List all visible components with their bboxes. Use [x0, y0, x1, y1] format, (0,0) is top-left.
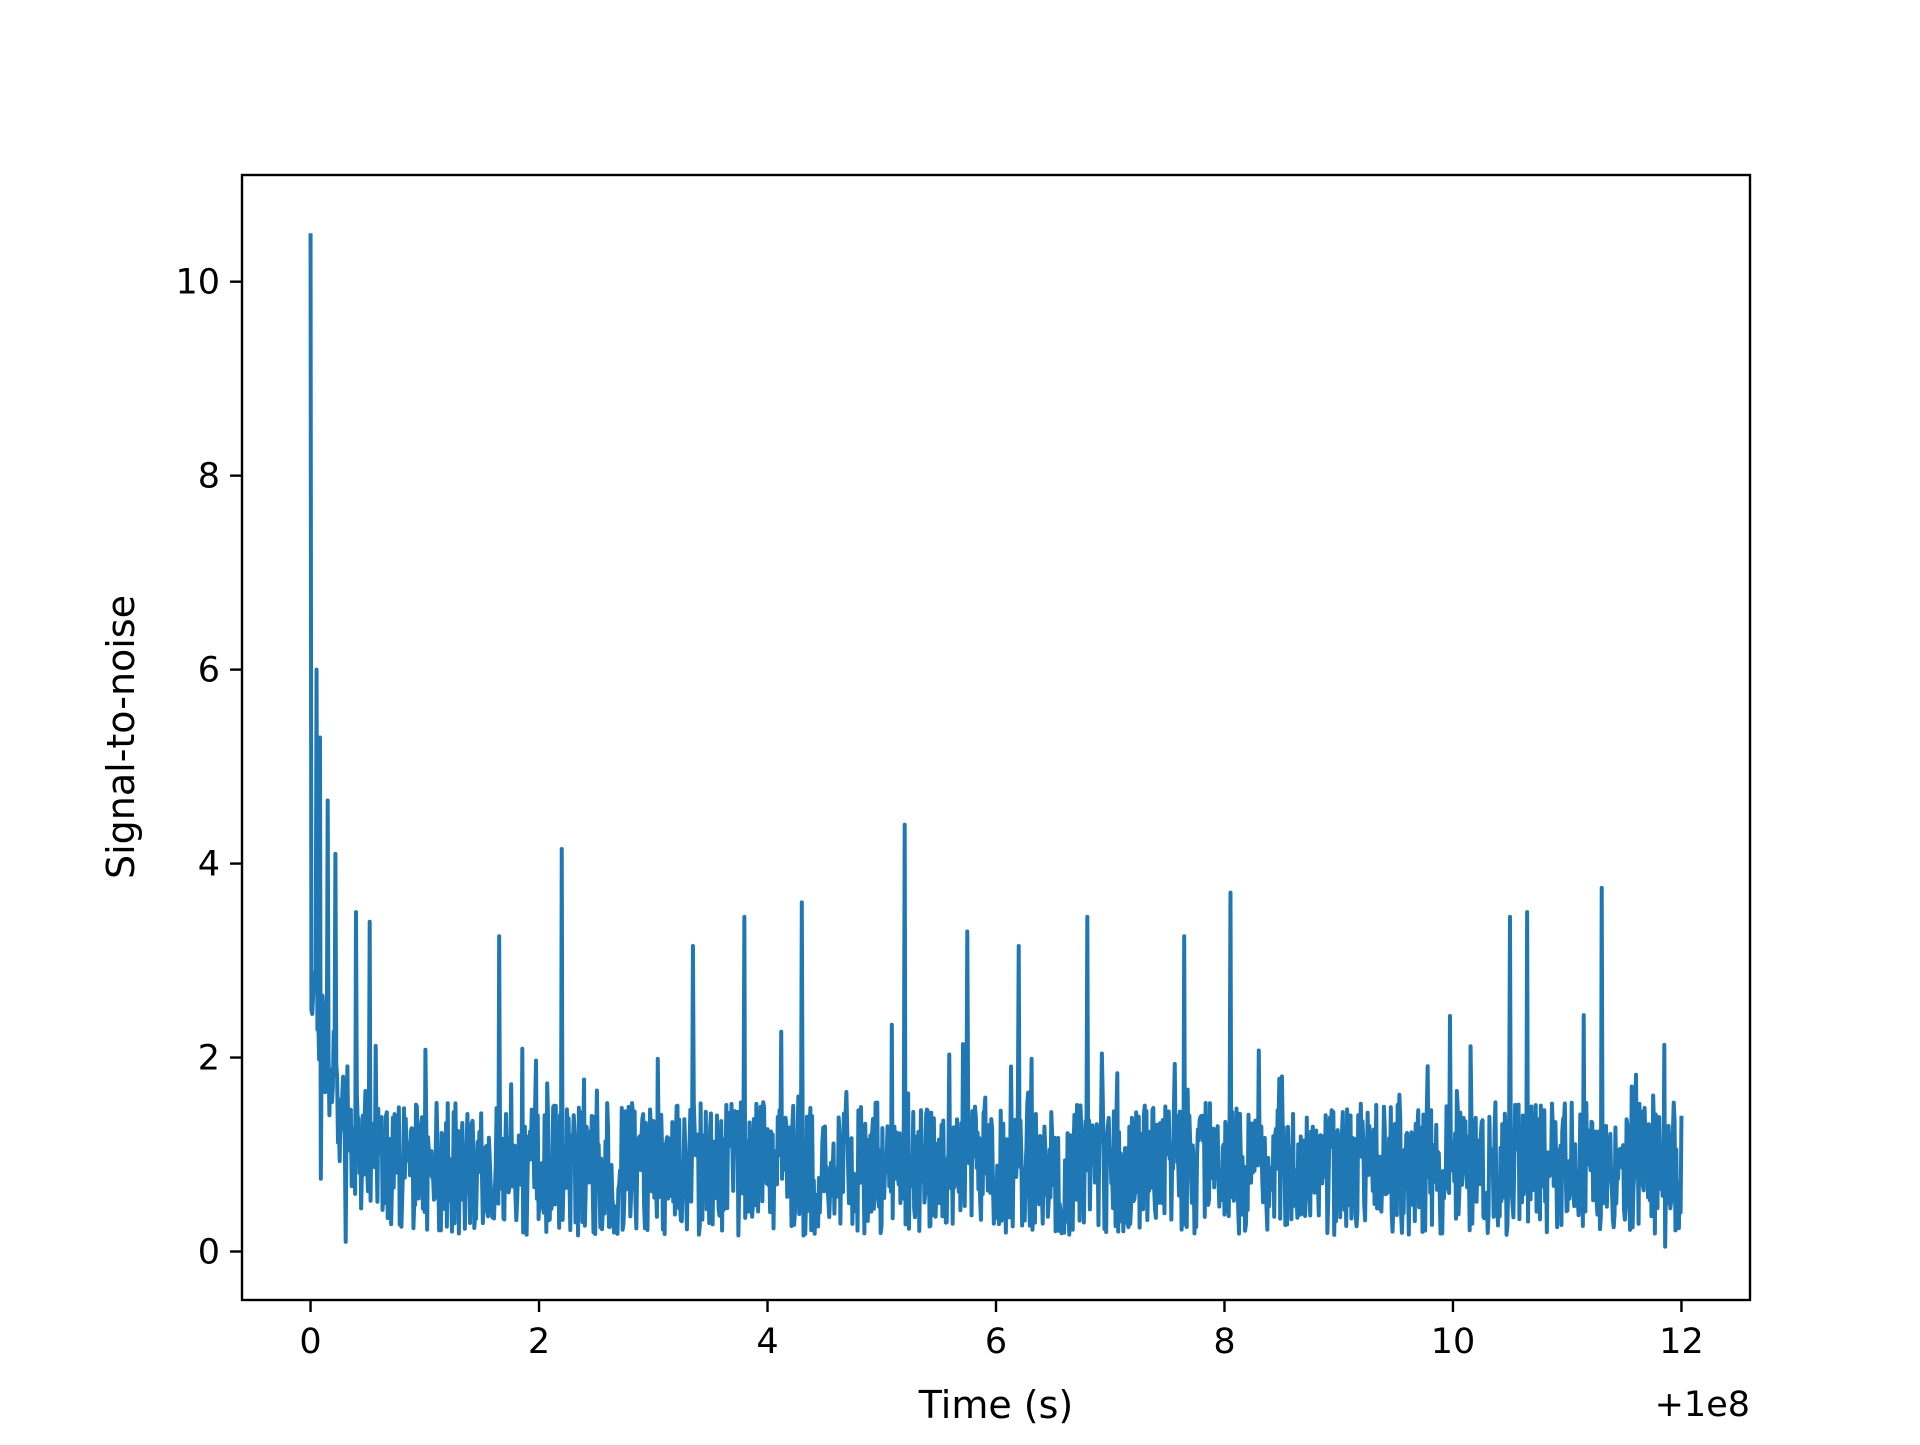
x-tick-label: 10 — [1431, 1322, 1476, 1362]
y-tick-label: 8 — [198, 457, 220, 497]
x-axis: 0 2 4 6 8 10 12 — [299, 1300, 1704, 1362]
x-tick-label: 2 — [528, 1322, 550, 1362]
x-tick-label: 8 — [1213, 1322, 1235, 1362]
y-tick-label: 4 — [198, 845, 220, 885]
y-tick-label: 10 — [175, 263, 220, 303]
signal-line — [308, 233, 1684, 1249]
x-tick-label: 0 — [299, 1322, 321, 1362]
y-axis-title: Signal-to-noise — [99, 595, 143, 879]
x-axis-offset-label: +1e8 — [1655, 1385, 1750, 1425]
y-tick-label: 6 — [198, 651, 220, 691]
y-tick-label: 2 — [198, 1039, 220, 1079]
y-axis: 0 2 4 6 8 10 — [175, 263, 242, 1273]
y-tick-label: 0 — [198, 1233, 220, 1273]
series-layer — [308, 233, 1684, 1249]
x-tick-label: 12 — [1659, 1322, 1704, 1362]
x-axis-title: Time (s) — [918, 1383, 1074, 1427]
x-tick-label: 6 — [985, 1322, 1007, 1362]
x-tick-label: 4 — [756, 1322, 778, 1362]
